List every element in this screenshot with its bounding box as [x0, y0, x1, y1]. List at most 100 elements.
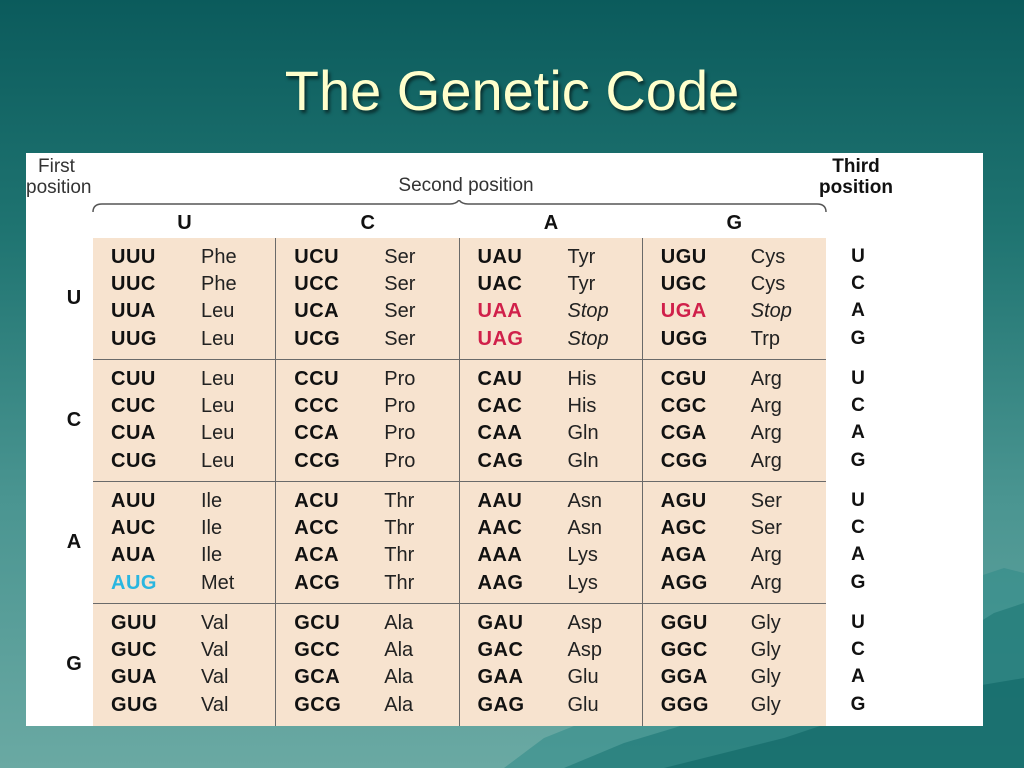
- amino-acid-cag: Gln: [567, 449, 599, 472]
- codon-cac: CAC: [477, 395, 523, 418]
- third-position-a-g: G: [850, 571, 866, 593]
- codon-cag: CAG: [477, 449, 524, 472]
- second-position-header: Second position: [398, 175, 534, 196]
- amino-acid-ugu: Cys: [750, 246, 786, 268]
- third-position-header: Third position: [819, 156, 893, 198]
- codon-ggg: GGG: [660, 693, 709, 716]
- third-position-c-g: G: [850, 449, 866, 471]
- codon-uua: UUA: [111, 300, 156, 323]
- amino-acid-gua: Val: [201, 666, 229, 689]
- codon-cuu: CUU: [111, 368, 156, 390]
- codon-block-a-g: [642, 482, 826, 604]
- amino-acid-gaa: Glu: [567, 666, 599, 689]
- codon-acg: ACG: [294, 571, 341, 594]
- third-position-a-u: U: [851, 490, 865, 511]
- codon-cau: CAU: [477, 368, 523, 390]
- codon-auc: AUC: [111, 517, 156, 540]
- codon-aug: AUG: [111, 571, 157, 594]
- slide-title: The Genetic Code: [284, 59, 740, 122]
- first-position-label-c: C: [66, 409, 82, 431]
- codon-uac: UAC: [477, 273, 523, 296]
- codon-ucg: UCG: [294, 327, 341, 350]
- first-position-label-u: U: [66, 287, 82, 309]
- codon-caa: CAA: [477, 422, 523, 445]
- codon-gua: GUA: [111, 666, 157, 689]
- codon-table-figure: First position Second position Third pos…: [26, 153, 983, 726]
- codon-gca: GCA: [294, 666, 341, 689]
- codon-cuc: CUC: [111, 395, 156, 418]
- codon-cgu: CGU: [660, 368, 707, 390]
- amino-acid-ucg: Ser: [384, 327, 416, 350]
- amino-acid-gga: Gly: [750, 666, 781, 689]
- codon-cgg: CGG: [660, 449, 708, 472]
- second-position-label-a: A: [543, 212, 559, 234]
- codon-cug: CUG: [111, 449, 157, 472]
- codon-uaa: UAA: [477, 300, 523, 323]
- amino-acid-ucu: Ser: [384, 246, 416, 268]
- codon-acu: ACU: [294, 490, 340, 512]
- codon-gcg: GCG: [294, 693, 342, 716]
- amino-acid-cuu: Leu: [201, 368, 235, 390]
- codon-ggc: GGC: [660, 639, 708, 662]
- third-position-a-c: C: [851, 517, 865, 539]
- codon-auu: AUU: [111, 490, 156, 512]
- codon-block-a-u: [93, 482, 277, 604]
- codon-block-a-c: [276, 482, 460, 604]
- amino-acid-cua: Leu: [201, 422, 235, 445]
- codon-block-g-a: [459, 604, 643, 726]
- codon-uca: UCA: [294, 300, 340, 323]
- codon-block-u-g: [642, 238, 826, 360]
- codon-block-a-a: [459, 482, 643, 604]
- amino-acid-aua: Ile: [201, 544, 223, 567]
- amino-acid-aug: Met: [201, 571, 235, 594]
- amino-acid-uuu: Phe: [201, 246, 237, 268]
- amino-acid-ggu: Gly: [750, 612, 781, 634]
- amino-acid-uaa: Stop: [567, 300, 609, 323]
- third-position-c-u: U: [851, 368, 865, 389]
- amino-acid-cgg: Arg: [750, 449, 782, 472]
- amino-acid-uuc: Phe: [201, 273, 237, 296]
- codon-ugg: UGG: [660, 327, 708, 350]
- codon-ucu: UCU: [294, 246, 340, 268]
- third-position-g-u: U: [851, 612, 865, 633]
- third-position-c-a: A: [851, 422, 865, 444]
- codon-gcu: GCU: [294, 612, 341, 634]
- amino-acid-auu: Ile: [201, 490, 223, 512]
- codon-aag: AAG: [477, 571, 524, 594]
- second-position-brace: [92, 200, 827, 213]
- amino-acid-aga: Arg: [750, 544, 782, 567]
- codon-block-c-g: [642, 360, 826, 482]
- codon-block-g-g: [642, 604, 826, 726]
- codon-gag: GAG: [477, 693, 525, 716]
- third-position-u-c: C: [851, 273, 865, 295]
- codon-ugc: UGC: [660, 273, 707, 296]
- amino-acid-uug: Leu: [201, 327, 235, 350]
- amino-acid-ccu: Pro: [384, 368, 416, 390]
- codon-gaa: GAA: [477, 666, 524, 689]
- codon-gau: GAU: [477, 612, 524, 634]
- codon-block-c-a: [459, 360, 643, 482]
- third-position-u-u: U: [851, 246, 865, 267]
- amino-acid-guu: Val: [201, 612, 229, 634]
- first-position-header: First position: [26, 156, 92, 198]
- third-position-g-c: C: [851, 639, 865, 661]
- codon-uug: UUG: [111, 327, 157, 350]
- amino-acid-ugg: Trp: [750, 327, 781, 350]
- amino-acid-gac: Asp: [567, 639, 602, 662]
- codon-ccg: CCG: [294, 449, 341, 472]
- amino-acid-auc: Ile: [201, 517, 223, 540]
- amino-acid-acu: Thr: [384, 490, 415, 512]
- first-position-label-g: G: [66, 653, 82, 675]
- codon-gga: GGA: [660, 666, 708, 689]
- codon-block-c-u: [93, 360, 277, 482]
- amino-acid-guc: Val: [201, 639, 229, 662]
- amino-acid-gag: Glu: [567, 693, 599, 716]
- amino-acid-uga: Stop: [750, 300, 792, 323]
- codon-gcc: GCC: [294, 639, 341, 662]
- amino-acid-aac: Asn: [567, 517, 602, 540]
- amino-acid-cau: His: [567, 368, 597, 390]
- codon-cca: CCA: [294, 422, 340, 445]
- amino-acid-uag: Stop: [567, 327, 609, 350]
- codon-uga: UGA: [660, 300, 707, 323]
- amino-acid-uau: Tyr: [567, 246, 596, 268]
